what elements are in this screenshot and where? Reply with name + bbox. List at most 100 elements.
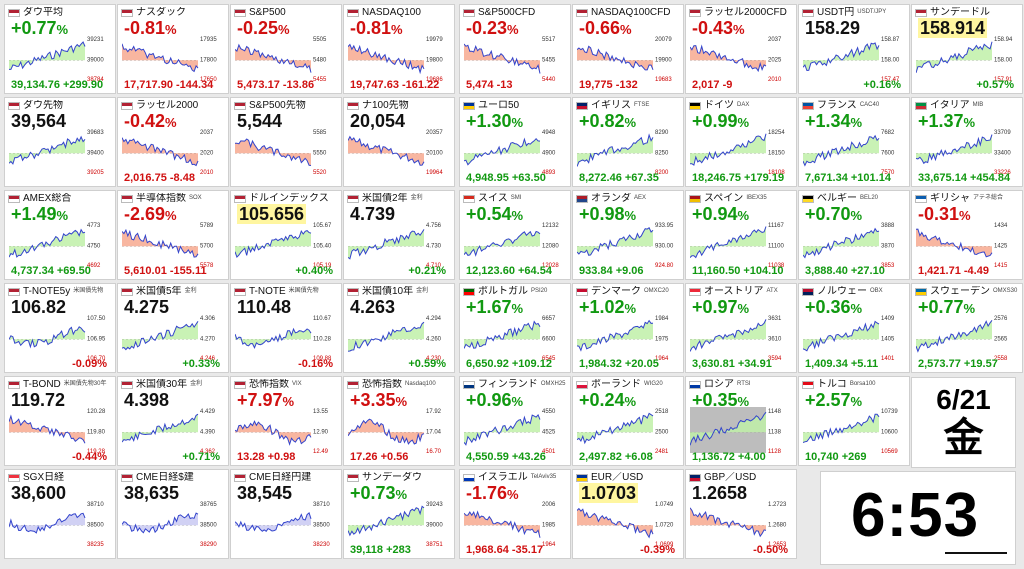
market-tile[interactable]: S&P500CFD -0.23% 5517 5455 5440 5,474 -13	[459, 4, 571, 94]
mini-chart: 39683 39400 39205	[9, 130, 104, 176]
market-tile[interactable]: AMEX総合 +1.49% 4773 4750 4692 4,737.34 +69.50	[4, 190, 116, 280]
tile-change-value: 11,160.50 +104.10	[692, 265, 784, 277]
market-tile[interactable]: フィンランド OMXH25 +0.96% 4550 4525 4501 4,550.59 +…	[459, 376, 571, 466]
market-tile[interactable]: デンマーク OMXC20 +1.02% 1984 1975 1964 1,984.32 +2…	[572, 283, 684, 373]
market-tile[interactable]: ダウ平均 +0.77% 39231 39000 38784 39,134.76 +299.…	[4, 4, 116, 94]
market-tile[interactable]: ラッセル2000CFD -0.43% 2037 2025 2010 2,017 -9	[685, 4, 797, 94]
flag-icon	[463, 194, 475, 203]
tile-header: EUR／USD	[576, 472, 680, 483]
market-tile[interactable]: 米国債30年 金利 4.398 4.429 4.390 4.362 +0.71%	[117, 376, 229, 466]
chart-axis-label: 1148	[768, 409, 782, 415]
chart-axis-label: 3594	[768, 356, 782, 362]
chart-area	[690, 45, 766, 71]
chart-axis-label: 1964	[542, 542, 556, 548]
chart-axis-label: 158.87	[881, 37, 900, 43]
tile-name: ダウ先物	[23, 100, 63, 111]
chart-axis-label: 157.47	[881, 77, 900, 83]
flag-icon	[8, 473, 20, 482]
market-tile[interactable]: EUR／USD 1.0703 1.0749 1.0720 1.0699 -0.39%	[572, 469, 684, 559]
market-tile[interactable]: ベルギー BEL20 +0.70% 3888 3870 3853 3,888.40 +27.…	[798, 190, 910, 280]
market-tile[interactable]: ロシア RTSI +0.35% 1148 1138 1128 1,136.72 +4.00	[685, 376, 797, 466]
market-tile[interactable]: 半導体指数 SOX -2.69% 5789 5700 5578 5,610.01 -155.…	[117, 190, 229, 280]
flag-icon	[802, 194, 814, 203]
market-tile[interactable]: GBP／USD 1.2658 1.2723 1.2680 1.2653 -0.50%	[685, 469, 797, 559]
market-tile[interactable]: イスラエル TelAviv35 -1.76% 2006 1985 1964 1,968.64…	[459, 469, 571, 559]
chart-axis-label: 10600	[881, 430, 898, 436]
main-value-unit: %	[737, 394, 750, 409]
main-value-unit: %	[733, 22, 745, 37]
chart-area	[348, 322, 424, 352]
tile-name: ポルトガル	[478, 286, 528, 297]
market-tile[interactable]: オーストリア ATX +0.97% 3631 3610 3594 3,630.81 +34.…	[685, 283, 797, 373]
market-tile[interactable]: ナ100先物 20,054 20357 20100 19964	[343, 97, 455, 187]
market-tile[interactable]: イギリス FTSE +0.82% 8290 8250 8200 8,272.46 +67.3…	[572, 97, 684, 187]
market-tile[interactable]: スペイン IBEX35 +0.94% 11167 11100 11038 11,160.50…	[685, 190, 797, 280]
market-tile[interactable]: サンデードル 158.914 158.94 158.00 157.91 +0.57%	[911, 4, 1023, 94]
market-tile[interactable]: T-NOTE 米国債先物 110.48 110.67 110.28 109.88 -0.16…	[230, 283, 342, 373]
market-tile[interactable]: トルコ Borsa100 +2.57% 10739 10600 10569 10,740 +…	[798, 376, 910, 466]
tile-main-value: +1.02%	[579, 297, 636, 319]
tile-subname: SMI	[510, 195, 522, 201]
market-tile[interactable]: スイス SMI +0.54% 12132 12080 12028 12,123.60 +64…	[459, 190, 571, 280]
market-tile[interactable]: ラッセル2000 -0.42% 2037 2020 2010 2,016.75 -8.48	[117, 97, 229, 187]
market-tile[interactable]: SGX日経 38,600 38710 38500 38235	[4, 469, 116, 559]
chart-axis-label: 1964	[655, 356, 669, 362]
market-tile[interactable]: ドルインデックス 105.656 105.67 105.40 105.19 +0.40%	[230, 190, 342, 280]
flag-icon	[802, 287, 814, 296]
flag-icon	[121, 194, 133, 203]
market-tile[interactable]: ナスダック -0.81% 17935 17800 17650 17,717.90 -144…	[117, 4, 229, 94]
market-tile[interactable]: NASDAQ100CFD -0.66% 20079 19900 19683 19,775 …	[572, 4, 684, 94]
main-value-text: 158.29	[805, 18, 861, 38]
market-tile[interactable]: ギリシャ アテネ総合 -0.31% 1434 1425 1415 1,421.71 -4.4…	[911, 190, 1023, 280]
market-tile[interactable]: USDT円 USDT/JPY 158.29 158.87 158.00 157.47 +0.…	[798, 4, 910, 94]
chart-axis-label: 7570	[881, 170, 895, 176]
chart-area	[577, 135, 653, 167]
market-tile[interactable]: CME日経$建 38,635 38765 38500 38290	[117, 469, 229, 559]
chart-axis-label: 2020	[200, 151, 214, 157]
market-tile[interactable]: ポルトガル PSI20 +1.67% 6657 6600 6545 6,650.92 +10…	[459, 283, 571, 373]
market-tile[interactable]: 米国債10年 金利 4.263 4.294 4.260 4.230 +0.59%	[343, 283, 455, 373]
market-tile[interactable]: ドイツ DAX +0.99% 18254 18150 18108 18,246.75 +17…	[685, 97, 797, 187]
tile-main-value: +3.35%	[350, 390, 407, 412]
tile-change-value: 19,775 -132	[579, 79, 638, 91]
tile-header: サンデードル	[915, 7, 1019, 18]
main-value-text: -0.81	[350, 18, 392, 38]
tile-main-value: +0.70%	[805, 204, 862, 226]
tile-name: 半導体指数	[136, 193, 186, 204]
tile-header: T-BOND 米国債先物30年	[8, 379, 112, 390]
main-value-text: +1.34	[805, 111, 851, 131]
tile-subname: 金利	[410, 195, 423, 201]
market-tile[interactable]: ノルウェー OBX +0.36% 1409 1405 1401 1,409.34 +5.11	[798, 283, 910, 373]
chart-area	[464, 511, 540, 538]
market-tile[interactable]: S&P500 -0.25% 5505 5480 5455 5,473.17 -13.86	[230, 4, 342, 94]
chart-axis-label: 5550	[313, 151, 327, 157]
market-tile[interactable]: ポーランド WIG20 +0.24% 2518 2500 2481 2,497.82 +6.…	[572, 376, 684, 466]
market-tile[interactable]: T-BOND 米国債先物30年 119.72 120.28 119.80 119.28 -0…	[4, 376, 116, 466]
chart-axis-label: 19683	[655, 77, 672, 83]
market-tile[interactable]: サンデーダウ +0.73% 39243 39000 38751 39,118 +283	[343, 469, 455, 559]
market-tile[interactable]: オランダ AEX +0.98% 933.95 930.00 924.80 933.84 +9…	[572, 190, 684, 280]
chart-axis-label: 11100	[768, 244, 784, 250]
market-tile[interactable]: ダウ先物 39,564 39683 39400 39205	[4, 97, 116, 187]
market-tile[interactable]: ユーロ50 +1.30% 4948 4900 4893 4,948.95 +63.50	[459, 97, 571, 187]
market-tile[interactable]: CME日経円建 38,545 38710 38500 38230	[230, 469, 342, 559]
market-tile[interactable]: T-NOTE5y 米国債先物 106.82 107.50 106.95 106.70 -0.…	[4, 283, 116, 373]
market-tile[interactable]: 米国債5年 金利 4.275 4.306 4.270 4.246 +0.33%	[117, 283, 229, 373]
tile-name: NASDAQ100	[362, 7, 421, 18]
market-tile[interactable]: 恐怖指数 Nasdaq100 +3.35% 17.92 17.04 16.70 17.26 …	[343, 376, 455, 466]
tile-change-value: +0.33%	[182, 358, 220, 370]
market-tile[interactable]: スウェーデン OMXS30 +0.77% 2576 2565 2558 2,573.77 +…	[911, 283, 1023, 373]
market-tile[interactable]: 米国債2年 金利 4.739 4.756 4.730 4.710 +0.21%	[343, 190, 455, 280]
main-value-unit: %	[165, 208, 177, 223]
market-tile[interactable]: 恐怖指数 VIX +7.97% 13.55 12.90 12.49 13.28 +0.98	[230, 376, 342, 466]
tile-header: ラッセル2000CFD	[689, 7, 793, 18]
main-value-unit: %	[282, 394, 295, 409]
tile-main-value: +0.98%	[579, 204, 636, 226]
chart-axis-label: 5700	[200, 244, 214, 250]
tile-main-value: 119.72	[11, 390, 65, 410]
market-tile[interactable]: フランス CAC40 +1.34% 7682 7600 7570 7,671.34 +101…	[798, 97, 910, 187]
market-tile[interactable]: イタリア MIB +1.37% 33709 33400 33226 33,675.14 +4…	[911, 97, 1023, 187]
chart-area	[348, 136, 424, 166]
market-tile[interactable]: S&P500先物 5,544 5585 5550 5520	[230, 97, 342, 187]
market-tile[interactable]: NASDAQ100 -0.81% 19979 19800 19686 19,747.63 …	[343, 4, 455, 94]
